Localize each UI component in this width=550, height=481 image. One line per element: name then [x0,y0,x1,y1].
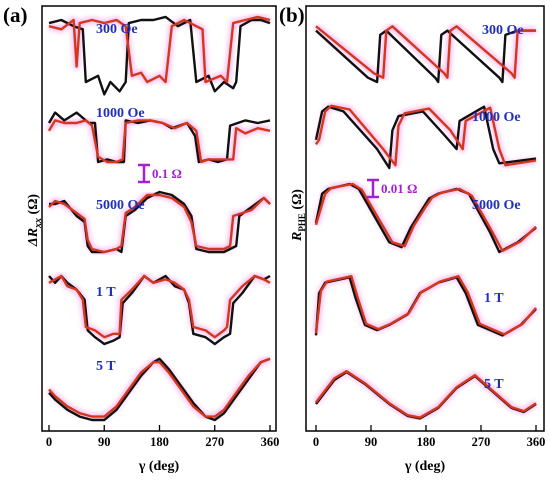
panel-a-curves [45,13,273,422]
curve-highlight [46,355,272,421]
field-label-a-4: 5 T [96,359,116,374]
field-label-b-1: 1000 Oe [472,110,521,125]
panel-b-x-ticks: 0 90 180 270 360 [313,425,546,449]
field-label-a-2: 5000 Oe [96,198,145,213]
curve-red-a-0 [48,15,271,84]
curve-red-b-2 [314,182,537,253]
panel-b-y-label-unit: (Ω) [290,189,305,213]
x-tick-label-a-2: 180 [150,435,169,449]
x-tick-label-a-1: 90 [98,435,111,449]
field-label-a-0: 300 Oe [96,22,138,37]
panel-b-y-label: RPHE (Ω) [290,189,307,242]
panel-a-x-label: γ (deg) [138,459,180,474]
curve-red-a-4 [48,357,271,418]
scale-bar-a-label: 0.1 Ω [152,166,182,181]
x-tick-label-b-1: 90 [365,435,378,449]
panel-a-y-label: ΔRxx (Ω) [26,194,44,247]
x-tick-label-b-4: 360 [527,435,546,449]
panel-a-x-ticks: 0 90 180 270 360 [46,425,280,449]
field-label-b-3: 1 T [484,291,504,306]
x-tick-label-b-0: 0 [313,435,319,449]
panel-a-y-label-main: ΔR [26,228,41,247]
curve-highlight [47,272,272,341]
curve-black-b-1 [314,105,537,170]
panel-b-frame [305,5,545,432]
panel-b: (b) 300 Oe 1000 Oe 5000 Oe 1 T 5 T 0 90 180 270… [279,3,545,474]
curve-red-b-3 [314,275,537,336]
panel-a: (a) 300 Oe 1000 Oe 5000 Oe 1 T 5 T 0 90 180 270… [3,3,279,474]
x-tick-label-a-4: 360 [261,435,280,449]
field-label-a-3: 1 T [96,285,116,300]
curve-black-a-4 [48,357,271,422]
field-label-a-1: 1000 Oe [96,106,145,121]
scale-bar-b-label: 0.01 Ω [381,181,417,196]
panel-a-y-label-unit: (Ω) [26,194,41,218]
curve-red-b-4 [315,370,537,419]
panel-a-y-label-sub: xx [33,218,44,229]
curve-black-b-2 [314,182,537,254]
x-tick-label-b-3: 270 [472,435,491,449]
curve-red-b-1 [314,104,537,167]
curve-red-b-0 [315,25,536,79]
field-label-b-4: 5 T [484,377,504,392]
curve-red-a-3 [48,274,271,339]
curve-red-a-2 [48,193,271,254]
field-label-b-0: 300 Oe [482,23,524,38]
panel-a-letter: (a) [3,3,28,27]
curve-highlight [312,180,539,255]
panel-b-x-label: γ (deg) [404,459,446,474]
panel-b-y-label-main: R [290,232,305,242]
field-label-b-2: 5000 Oe [472,198,521,213]
curve-red-a-1 [47,119,271,164]
panel-b-letter: (b) [279,3,305,27]
curve-black-a-0 [48,15,271,96]
panel-b-y-label-sub: PHE [297,213,307,232]
curve-highlight [45,116,271,166]
x-tick-label-a-0: 0 [46,435,52,449]
x-tick-label-b-2: 180 [417,435,436,449]
x-tick-label-a-3: 270 [205,435,224,449]
panel-b-curves [312,22,539,422]
panel-a-scale-bar: 0.1 Ω [138,163,182,184]
panel-b-scale-bar: 0.01 Ω [367,178,417,199]
panel-b-field-labels: 300 Oe 1000 Oe 5000 Oe 1 T 5 T [472,23,524,392]
panel-a-field-labels: 300 Oe 1000 Oe 5000 Oe 1 T 5 T [96,22,145,374]
